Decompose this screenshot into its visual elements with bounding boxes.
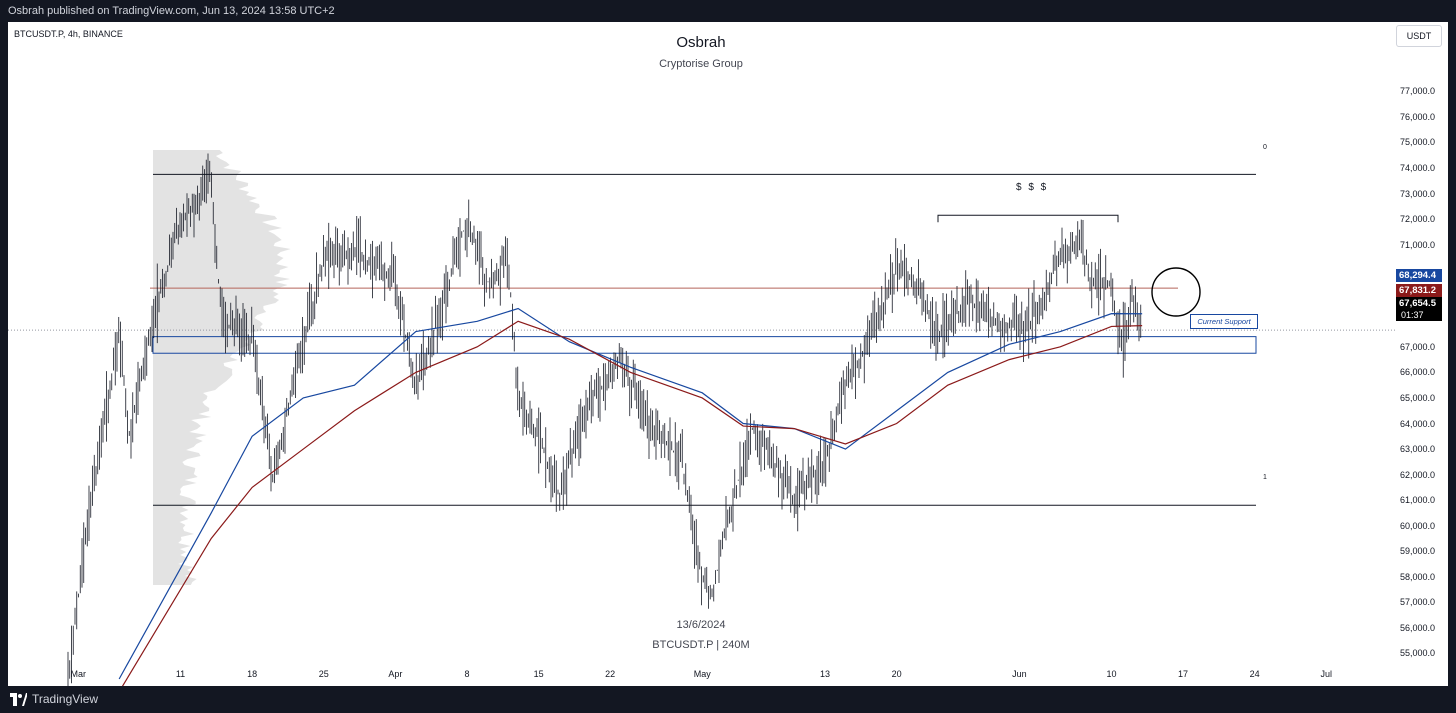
x-tick-label: Jun bbox=[1012, 669, 1027, 679]
y-tick-label: 56,000.0 bbox=[1400, 622, 1436, 633]
publish-info: Osbrah published on TradingView.com, Jun… bbox=[8, 5, 335, 17]
red-ma-price-label: 67,831.2 bbox=[1396, 284, 1442, 297]
liquidity-bracket bbox=[937, 214, 1119, 223]
y-tick-label: 66,000.0 bbox=[1400, 367, 1436, 378]
tradingview-icon bbox=[10, 692, 27, 706]
x-tick-label: 18 bbox=[247, 669, 258, 679]
fib-level-1: 1 bbox=[1263, 474, 1267, 481]
currency-button[interactable]: USDT bbox=[1396, 25, 1442, 47]
y-tick-label: 67,000.0 bbox=[1400, 341, 1436, 352]
blue-moving-average bbox=[118, 307, 1143, 680]
y-tick-label: 71,000.0 bbox=[1400, 239, 1436, 250]
y-tick-label: 58,000.0 bbox=[1400, 571, 1436, 582]
watermark-date: 13/6/2024 bbox=[676, 619, 726, 631]
y-tick-label: 61,000.0 bbox=[1400, 495, 1436, 506]
y-tick-label: 64,000.0 bbox=[1400, 418, 1436, 429]
liquidity-label: $ $ $ bbox=[1016, 182, 1049, 193]
x-tick-label: 15 bbox=[533, 669, 544, 679]
y-tick-label: 55,000.0 bbox=[1400, 648, 1436, 659]
watermark-title: Osbrah bbox=[676, 34, 726, 51]
footer-bar: TradingView bbox=[0, 686, 1456, 713]
tradingview-brand: TradingView bbox=[32, 692, 99, 706]
y-tick-label: 76,000.0 bbox=[1400, 111, 1436, 122]
price-chart[interactable] bbox=[8, 22, 1448, 686]
y-tick-label: 59,000.0 bbox=[1400, 546, 1436, 557]
x-tick-label: 25 bbox=[318, 669, 329, 679]
x-tick-label: Jul bbox=[1320, 669, 1333, 679]
y-tick-label: 62,000.0 bbox=[1400, 469, 1436, 480]
volume-profile bbox=[153, 150, 291, 585]
y-tick-label: 75,000.0 bbox=[1400, 137, 1436, 148]
tradingview-logo[interactable]: TradingView bbox=[10, 692, 98, 706]
x-tick-label: 11 bbox=[175, 669, 186, 679]
y-tick-label: 65,000.0 bbox=[1400, 392, 1436, 403]
y-tick-label: 72,000.0 bbox=[1400, 214, 1436, 225]
y-tick-label: 63,000.0 bbox=[1400, 444, 1436, 455]
x-tick-label: Apr bbox=[388, 669, 403, 679]
x-tick-label: Mar bbox=[70, 669, 86, 679]
highlight-circle bbox=[1151, 267, 1201, 317]
x-tick-label: 17 bbox=[1178, 669, 1189, 679]
y-tick-label: 77,000.0 bbox=[1400, 86, 1436, 97]
chart-panel[interactable] bbox=[8, 22, 1448, 686]
y-tick-label: 57,000.0 bbox=[1400, 597, 1436, 608]
watermark-subtitle: Cryptorise Group bbox=[659, 58, 743, 70]
y-tick-label: 60,000.0 bbox=[1400, 520, 1436, 531]
symbol-info: BTCUSDT.P, 4h, BINANCE bbox=[14, 29, 123, 39]
x-tick-label: 8 bbox=[464, 669, 470, 679]
last-price-label: 67,654.5 bbox=[1396, 297, 1442, 310]
x-tick-label: 13 bbox=[820, 669, 831, 679]
support-zone bbox=[152, 336, 1257, 354]
x-tick-label: 24 bbox=[1249, 669, 1260, 679]
x-tick-label: 22 bbox=[605, 669, 616, 679]
x-tick-label: 10 bbox=[1106, 669, 1117, 679]
blue-ma-price-label: 68,294.4 bbox=[1396, 269, 1442, 282]
fib-level-0: 0 bbox=[1263, 144, 1267, 151]
x-tick-label: May bbox=[693, 669, 711, 679]
y-tick-label: 73,000.0 bbox=[1400, 188, 1436, 199]
support-label: Current Support bbox=[1190, 314, 1258, 329]
bar-countdown: 01:37 bbox=[1396, 309, 1442, 321]
red-moving-average bbox=[121, 320, 1143, 686]
publish-bar: Osbrah published on TradingView.com, Jun… bbox=[0, 0, 1456, 22]
y-tick-label: 74,000.0 bbox=[1400, 163, 1436, 173]
watermark-symbol: BTCUSDT.P | 240M bbox=[652, 639, 750, 651]
x-tick-label: 20 bbox=[891, 669, 902, 679]
